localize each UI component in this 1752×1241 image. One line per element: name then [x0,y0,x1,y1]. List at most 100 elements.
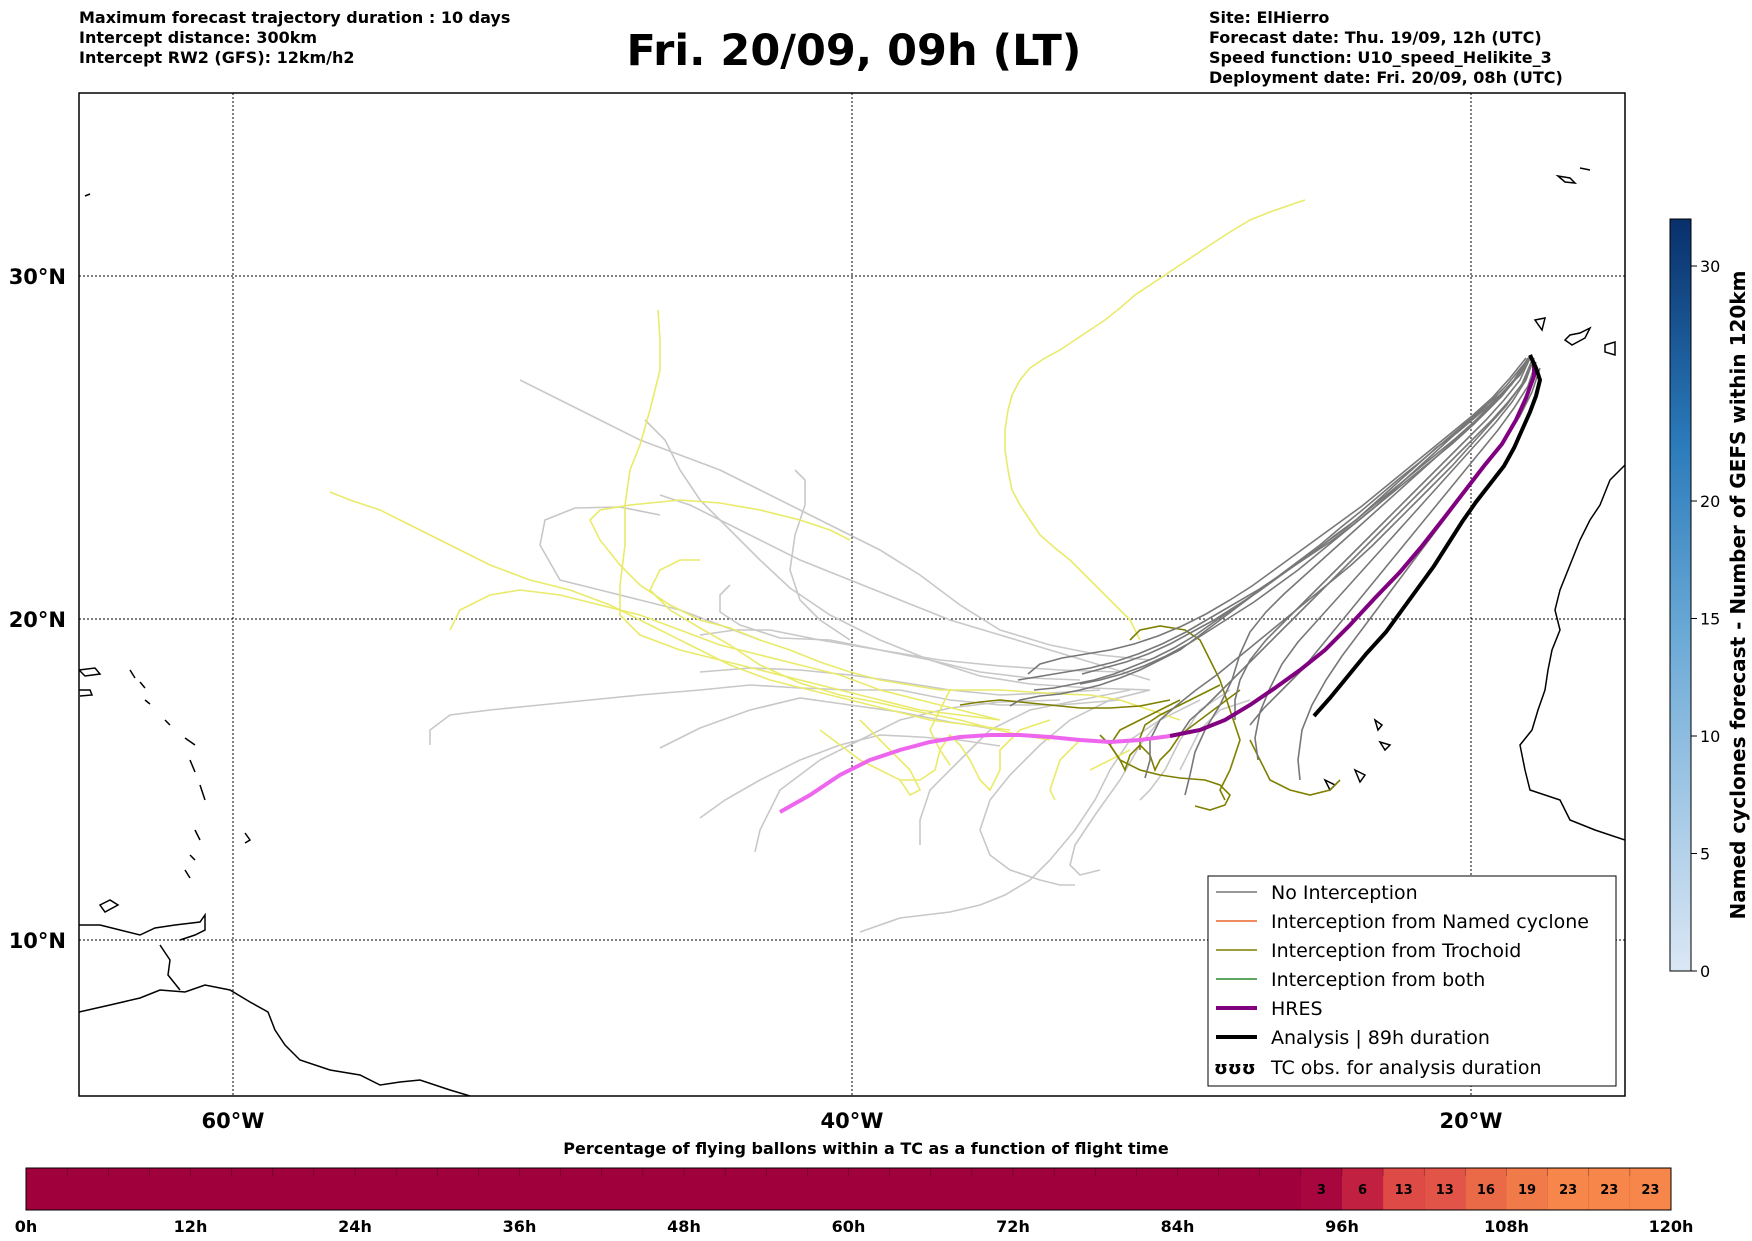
timebar-cell-value: 23 [1559,1183,1577,1198]
islet [244,832,252,844]
track-yellow [819,719,1051,792]
timebar-cell-value: 3 [1317,1183,1326,1198]
header-speed-function: Speed function: U10_speed_Helikite_3 [1209,48,1552,67]
island-hispaniola [79,667,102,677]
timebar-cell-value: 19 [1518,1183,1536,1198]
title-text: Fri. 20/09, 09h (LT) [626,26,1082,76]
venezuela-coast [79,912,206,941]
lat-label-30n: 30°N [9,265,66,289]
track-no-interception [1184,355,1531,796]
colorbar: 0 5 10 15 20 30 Named cyclones forecast - Num… [1669,218,1750,981]
timebar-hour-label: 120h [1649,1217,1694,1236]
timebar-hour-label: 84h [1161,1217,1195,1236]
yellow-trajectories [329,199,1306,801]
timebar-cell [1383,1168,1425,1210]
lon-label-60w: 60°W [202,1109,265,1133]
hres-track [1169,362,1536,738]
trochoid-trajectories [959,625,1341,811]
cape-verde-islands [1323,718,1392,792]
timebar-hour-label: 72h [996,1217,1030,1236]
header-left-info: Maximum forecast trajectory duration : 1… [79,8,510,68]
coastlines [79,167,1625,1096]
timebar-hour-label: 24h [338,1217,372,1236]
lesser-antilles [129,669,206,879]
track-yellow [329,491,1011,731]
timebar-hour-label: 108h [1484,1217,1529,1236]
track-no-interception [1079,361,1527,685]
timebar-border [25,1167,1672,1211]
analysis-track [1312,354,1543,718]
island-curacao [98,899,120,913]
track-trochoid [1109,699,1231,811]
legend-tc-obs-icon: ʊʊʊ [1214,1058,1256,1079]
legend-label-named-cyclone: Interception from Named cyclone [1271,911,1589,933]
track-no-interception [1027,357,1527,675]
map-border [78,92,1626,1097]
timebar-cell [1300,1168,1342,1210]
track-gray-light [1069,699,1201,876]
timebar-cell [1629,1168,1671,1210]
timebar-cell [1506,1168,1548,1210]
header-right-info: Site: ElHierro Forecast date: Thu. 19/09… [1209,8,1563,88]
track-yellow [929,689,951,766]
track-gray-light [519,379,1151,661]
colorbar-tick-label: 15 [1700,610,1720,629]
light-trajectories [429,379,1251,933]
timebar-cell-value: 13 [1395,1183,1413,1198]
track-trochoid [1249,739,1341,796]
azores [1555,167,1591,184]
track-no-interception [1249,361,1537,726]
timebar-hour-label: 0h [15,1217,38,1236]
islet-north [84,193,91,197]
colorbar-tick-label: 10 [1700,727,1720,746]
no-interception-trajectories [1009,354,1541,796]
legend-label-trochoid: Interception from Trochoid [1271,940,1521,962]
track-gray-light [659,494,1151,681]
timebar-cell-value: 6 [1358,1183,1367,1198]
timebar-cell [1342,1168,1384,1210]
track-gray-light [859,719,1161,933]
legend-label-tc-obs: TC obs. for analysis duration [1270,1057,1542,1079]
header-forecast-date: Forecast date: Thu. 19/09, 12h (UTC) [1209,28,1542,47]
track-no-interception [1254,357,1535,761]
track-gray-light [919,689,1131,845]
timebar: Percentage of flying ballons within a TC… [15,1139,1694,1236]
timebar-title: Percentage of flying ballons within a TC… [563,1139,1169,1158]
colorbar-tick-label: 5 [1700,845,1710,864]
header-max-duration: Maximum forecast trajectory duration : 1… [79,8,511,27]
coast-detail [159,944,181,991]
track-trochoid [1129,625,1241,801]
legend: No Interception Interception from Named … [1207,875,1617,1087]
timebar-cell [1588,1168,1630,1210]
timebar-hour-label: 48h [667,1217,701,1236]
timebar-hour-label: 12h [174,1217,208,1236]
header-site: Site: ElHierro [1209,8,1330,27]
track-yellow [589,499,1181,721]
lat-label-10n: 10°N [9,929,66,953]
colorbar-tick-label: 30 [1700,257,1720,276]
track-trochoid [959,699,1171,709]
colorbar-tick-label: 0 [1700,962,1710,981]
track-gray-light [719,584,1081,681]
colorbar-tick-label: 20 [1700,492,1720,511]
colorbar-gradient [1669,218,1692,972]
canary-islands [1533,317,1616,357]
timebar-hour-label: 36h [503,1217,537,1236]
page-title: Fri. 20/09, 09h (LT) [0,26,1708,76]
track-yellow [649,559,1051,741]
timebar-hour-label: 96h [1325,1217,1359,1236]
south-america-coast [79,984,471,1096]
header-intercept-rw2: Intercept RW2 (GFS): 12km/h2 [79,48,355,67]
island-puerto-rico [79,689,94,697]
lon-label-40w: 40°W [821,1109,884,1133]
header-deployment-date: Deployment date: Fri. 20/09, 08h (UTC) [1209,68,1563,87]
track-yellow [1089,749,1131,771]
track-gray-light [644,419,1151,691]
hres-track-early [779,733,1171,814]
legend-label-no-interception: No Interception [1271,882,1418,904]
timebar-cell-value: 13 [1436,1183,1454,1198]
header-intercept-distance: Intercept distance: 300km [79,28,318,47]
track-no-interception [1144,359,1533,779]
track-yellow [619,309,1001,721]
